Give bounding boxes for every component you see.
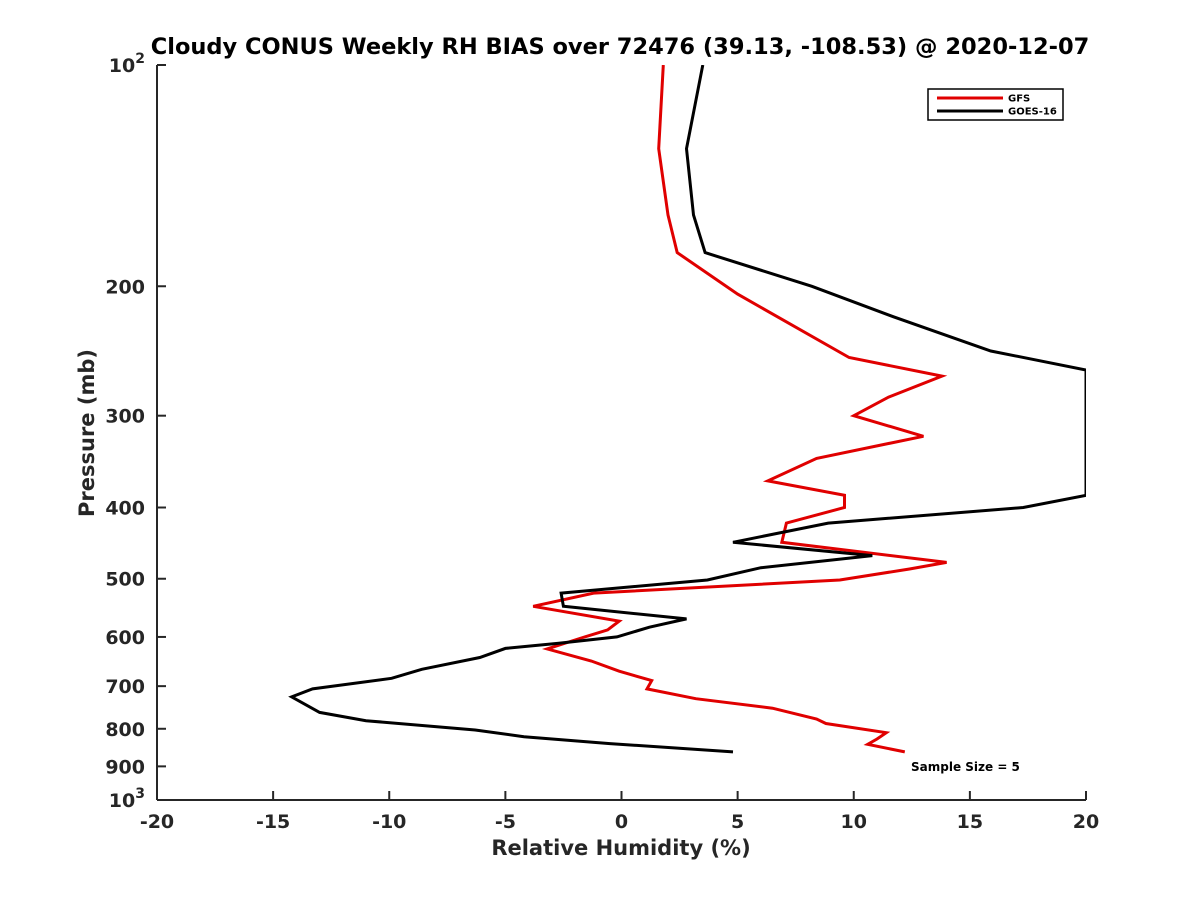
x-tick-label: 5 — [731, 811, 744, 833]
y-tick-label: 500 — [105, 569, 145, 591]
legend: GFS GOES-16 — [927, 88, 1064, 121]
y-tick-label: 102 — [109, 51, 145, 77]
x-tick-label: -15 — [256, 811, 290, 833]
x-tick-label: 15 — [957, 811, 983, 833]
y-tick-label: 900 — [105, 756, 145, 778]
x-axis-label: Relative Humidity (%) — [491, 836, 750, 860]
series-line-0 — [532, 65, 948, 754]
legend-label-1: GOES-16 — [1008, 107, 1057, 118]
y-tick-label: 400 — [105, 498, 145, 520]
y-tick-label: 800 — [105, 719, 145, 741]
legend-box — [927, 88, 1064, 121]
x-tick-label: 20 — [1073, 811, 1099, 833]
axes: -20 -15 -10 -5 0 5 10 15 20 102 200 300 400 500 600 700… — [105, 51, 1099, 833]
y-tick-label: 103 — [109, 786, 145, 812]
y-tick-label: 300 — [105, 406, 145, 428]
chart-title: Cloudy CONUS Weekly RH BIAS over 72476 (… — [151, 34, 1090, 60]
plot-area — [288, 65, 1086, 754]
y-tick-label: 600 — [105, 627, 145, 649]
x-tick-label: -5 — [495, 811, 516, 833]
x-tick-label: -10 — [372, 811, 406, 833]
y-axis-label: Pressure (mb) — [75, 349, 99, 517]
x-tick-label: -20 — [140, 811, 174, 833]
sample-size-annotation: Sample Size = 5 — [911, 760, 1020, 774]
y-tick-label: 200 — [105, 276, 145, 298]
x-tick-label: 10 — [841, 811, 867, 833]
x-tick-label: 0 — [615, 811, 628, 833]
y-tick-label: 700 — [105, 676, 145, 698]
legend-label-0: GFS — [1008, 94, 1030, 105]
series-line-1 — [288, 65, 1086, 754]
